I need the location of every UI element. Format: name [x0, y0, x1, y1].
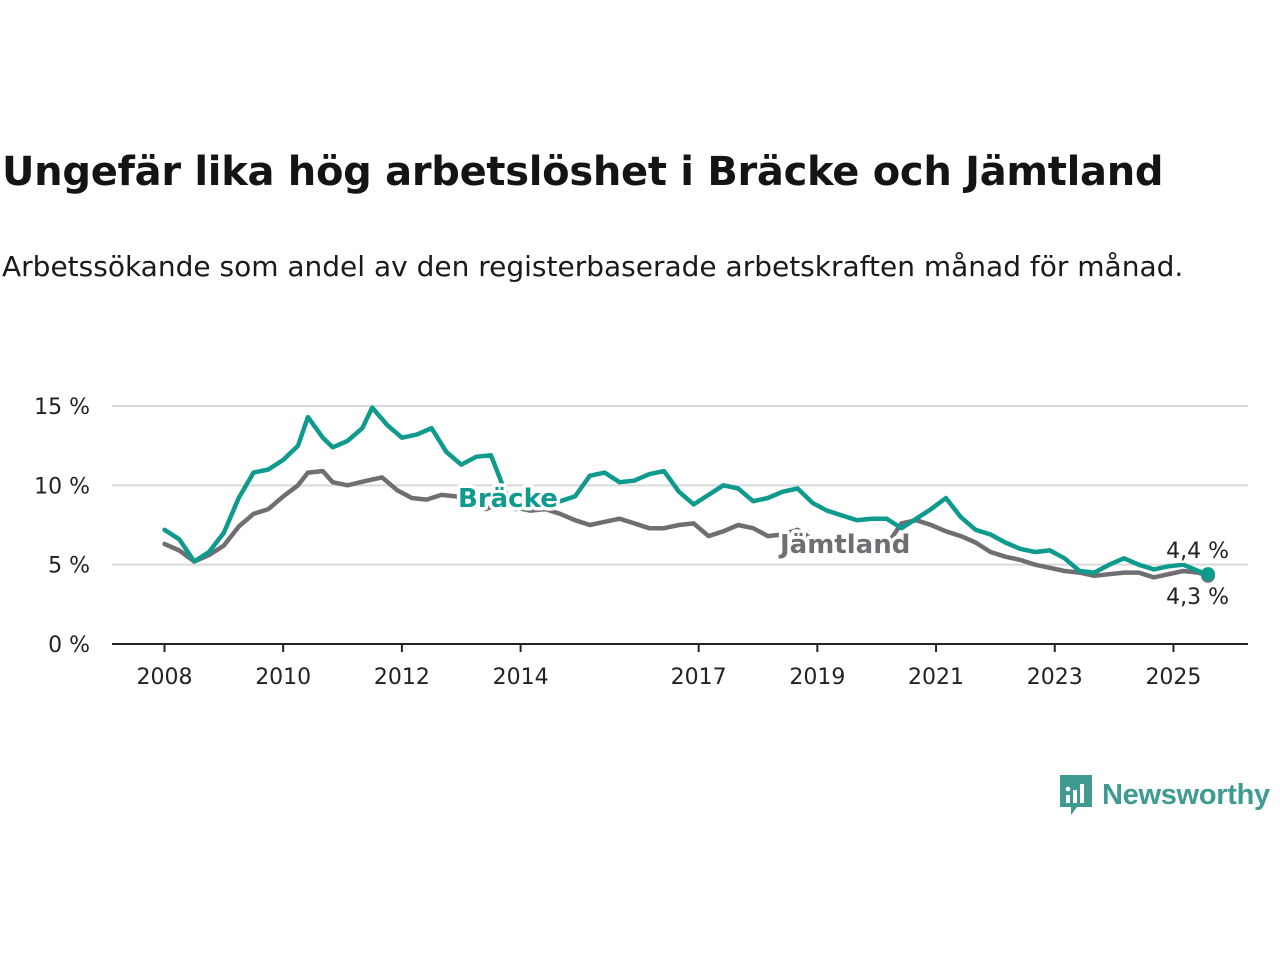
newsworthy-logo: Newsworthy — [1058, 772, 1270, 818]
x-tick-label: 2017 — [671, 665, 727, 690]
series-endpoint — [1201, 567, 1216, 582]
series-label: Bräcke — [458, 484, 558, 514]
x-tick-label: 2012 — [374, 665, 430, 690]
x-tick-label: 2025 — [1145, 665, 1201, 690]
chart-subtitle: Arbetssökande som andel av den registerb… — [2, 250, 1184, 283]
series-line — [162, 468, 1211, 580]
y-tick-label: 15 % — [34, 395, 90, 420]
y-tick-label: 5 % — [48, 554, 90, 579]
x-tick-label: 2021 — [908, 665, 964, 690]
x-tick-label: 2023 — [1027, 665, 1083, 690]
end-value-label: 4,3 % — [1166, 585, 1229, 610]
y-tick-label: 10 % — [34, 474, 90, 499]
x-tick-label: 2008 — [137, 665, 193, 690]
axis-layer: 0 % 5 % 10 % 15 % 2008 2010 2012 2014 2017 2019 20… — [34, 395, 1248, 690]
end-value-label: 4,4 % — [1166, 539, 1229, 564]
series-layer — [162, 405, 1216, 583]
chart-title: Ungefär lika hög arbetslöshet i Bräcke o… — [2, 149, 1164, 195]
x-tick-label: 2019 — [789, 665, 845, 690]
brand-name: Newsworthy — [1102, 778, 1270, 811]
x-tick-label: 2014 — [493, 665, 549, 690]
label-layer: Bräcke Jämtland 4,4 % 4,3 % — [455, 481, 1232, 613]
newsworthy-icon — [1060, 775, 1092, 815]
series-label: Jämtland — [778, 530, 910, 560]
y-tick-label: 0 % — [48, 633, 90, 658]
x-tick-label: 2010 — [255, 665, 311, 690]
series-line — [162, 405, 1211, 577]
line-chart: 0 % 5 % 10 % 15 % 2008 2010 2012 2014 2017 2019 20… — [34, 395, 1248, 690]
grid-layer — [112, 405, 1248, 566]
